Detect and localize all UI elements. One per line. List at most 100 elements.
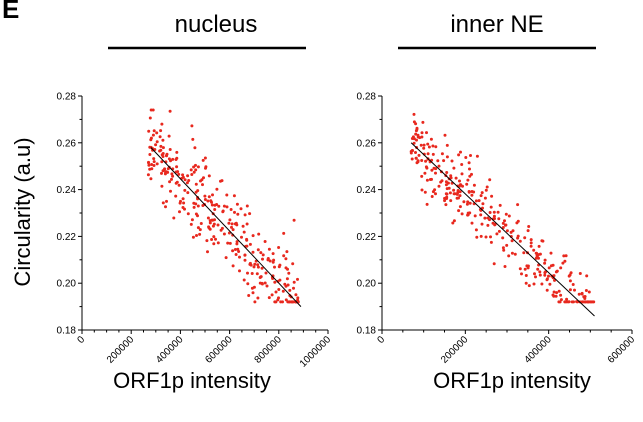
data-point: [559, 298, 563, 302]
data-point: [238, 269, 241, 273]
data-point: [425, 202, 429, 206]
data-point: [166, 170, 170, 174]
data-point: [186, 174, 190, 178]
data-point: [235, 202, 239, 206]
data-point: [445, 195, 449, 199]
data-point: [466, 211, 470, 215]
data-point: [186, 212, 190, 216]
data-point: [273, 280, 277, 284]
data-point: [273, 300, 277, 304]
data-point: [210, 200, 213, 204]
data-point: [267, 296, 271, 300]
data-point: [274, 290, 278, 294]
data-point: [445, 171, 449, 174]
data-point: [529, 244, 533, 248]
data-point: [445, 155, 449, 159]
panel-title: nucleus: [175, 11, 258, 38]
data-point: [444, 183, 448, 187]
data-point: [464, 156, 468, 159]
data-point: [191, 137, 195, 141]
data-point: [518, 239, 522, 243]
data-point: [208, 219, 212, 223]
data-point: [584, 289, 588, 292]
data-point: [161, 146, 165, 150]
data-point: [434, 171, 437, 175]
data-point: [168, 109, 172, 113]
data-point: [468, 201, 472, 205]
data-point: [503, 219, 506, 223]
data-point: [213, 208, 217, 211]
data-point: [196, 165, 200, 169]
data-points: [409, 112, 596, 304]
data-point: [243, 258, 247, 262]
data-point: [502, 248, 506, 252]
data-point: [543, 261, 547, 265]
data-point: [484, 235, 488, 239]
data-point: [206, 216, 210, 220]
data-point: [578, 272, 582, 275]
data-point: [488, 211, 492, 214]
data-point: [564, 254, 568, 258]
data-point: [431, 152, 435, 156]
data-point: [501, 236, 505, 240]
data-point: [507, 254, 511, 258]
y-tick-label: 0.20: [57, 279, 77, 290]
data-point: [181, 197, 185, 201]
data-point: [555, 291, 559, 295]
data-point: [249, 263, 253, 267]
data-point: [475, 154, 479, 158]
data-point: [432, 166, 436, 170]
data-point: [235, 223, 239, 227]
data-point: [414, 132, 418, 136]
data-point: [284, 284, 288, 288]
data-point: [422, 143, 426, 147]
data-point: [190, 218, 194, 222]
data-point: [192, 170, 196, 174]
data-point: [191, 235, 195, 239]
data-point: [288, 288, 292, 292]
data-point: [292, 286, 295, 290]
data-point: [516, 203, 520, 207]
data-point: [247, 294, 251, 297]
data-point: [480, 222, 484, 226]
data-point: [545, 278, 549, 282]
data-point: [245, 238, 249, 242]
data-point: [236, 247, 240, 251]
data-point: [452, 219, 456, 223]
data-point: [415, 128, 419, 131]
data-point: [452, 188, 456, 192]
data-point: [219, 228, 223, 232]
data-point: [460, 172, 464, 176]
data-point: [583, 295, 587, 298]
data-point: [261, 253, 265, 257]
data-point: [565, 297, 569, 301]
data-point: [246, 282, 250, 286]
data-point: [557, 289, 561, 293]
data-point: [175, 165, 179, 169]
data-point: [273, 265, 276, 269]
data-point: [419, 143, 423, 147]
data-point: [449, 174, 453, 178]
data-point: [534, 275, 537, 279]
data-point: [234, 253, 238, 256]
data-point: [168, 180, 172, 184]
data-point: [535, 251, 539, 255]
data-point: [497, 229, 501, 233]
data-point: [228, 218, 232, 222]
data-point: [533, 272, 536, 276]
data-point: [292, 218, 296, 222]
data-point: [504, 212, 508, 216]
data-point: [170, 172, 174, 176]
data-point: [227, 221, 231, 225]
panel-title: inner NE: [450, 11, 543, 38]
data-point: [479, 213, 483, 217]
data-point: [182, 201, 186, 205]
y-tick-label: 0.22: [57, 232, 77, 243]
data-point: [440, 152, 444, 156]
data-point: [423, 190, 427, 194]
data-point: [233, 210, 236, 214]
data-point: [553, 278, 556, 282]
data-point: [511, 229, 515, 233]
x-tick-label: 600000: [203, 334, 235, 366]
data-point: [543, 258, 547, 262]
